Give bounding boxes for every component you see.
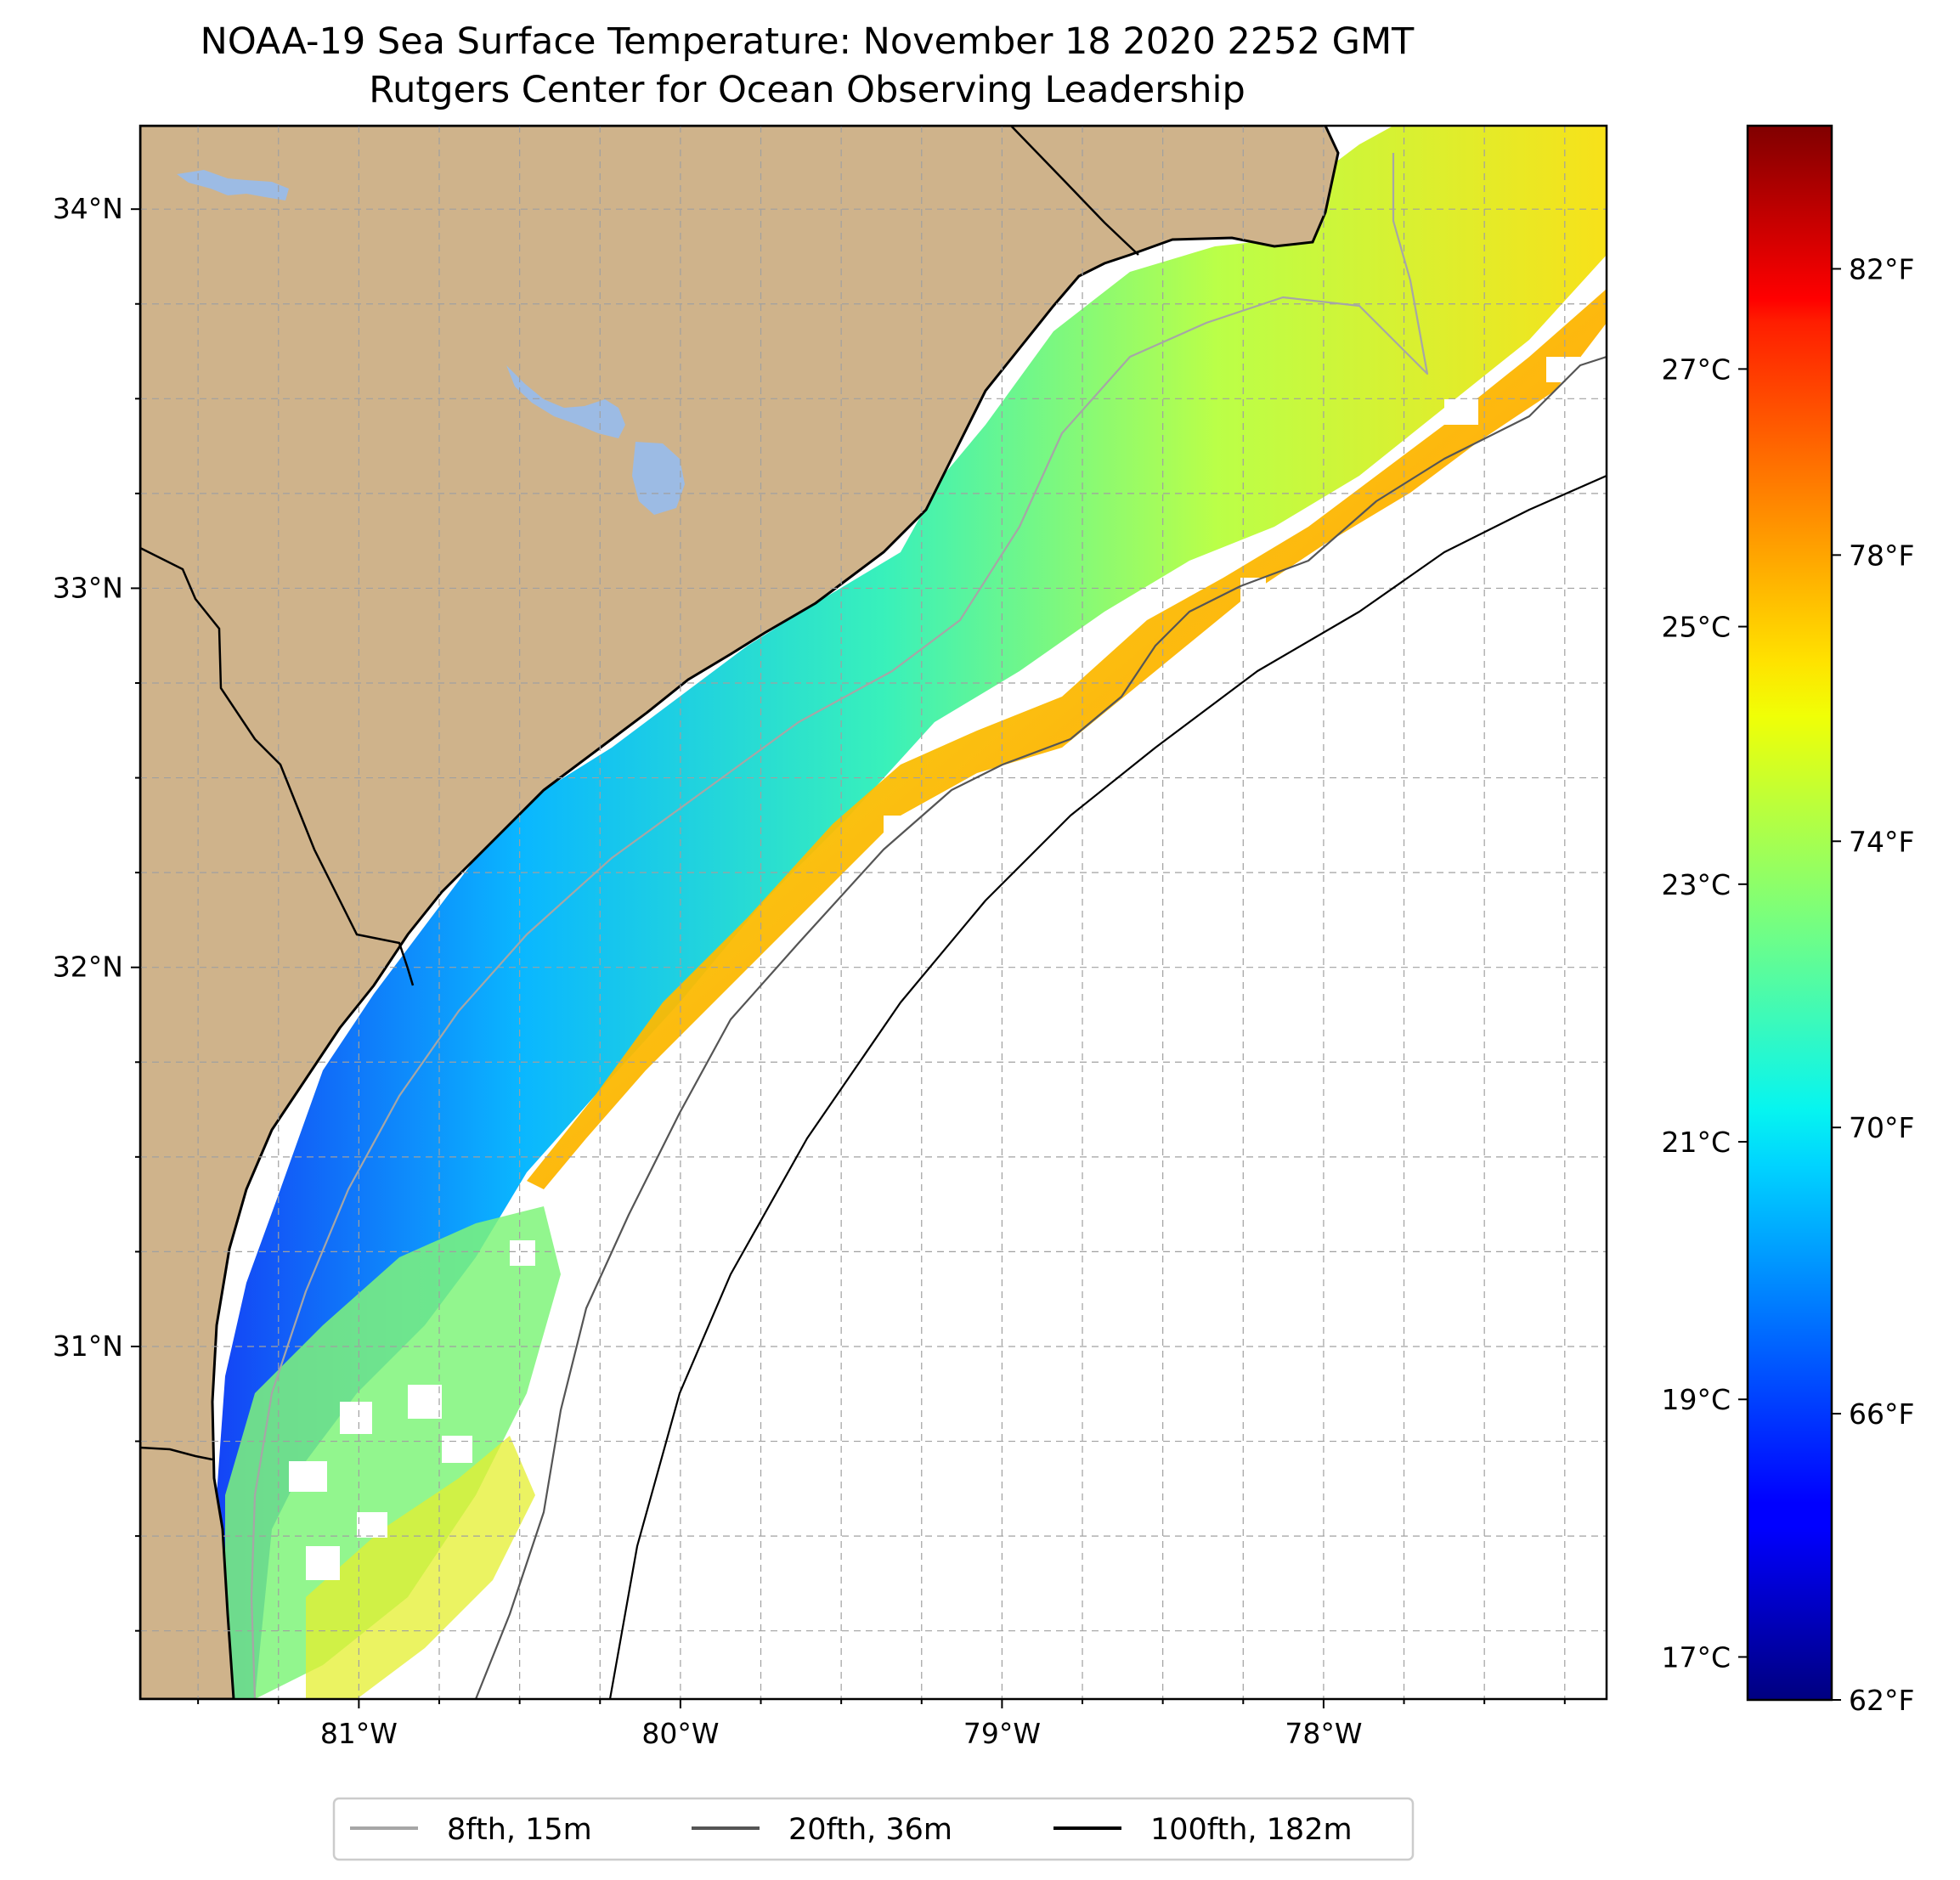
lat-label: 34°N [53,192,123,225]
colorbar-f-label: 66°F [1849,1397,1914,1431]
state-border-fl-ga [140,1446,213,1461]
colorbar-f-label: 74°F [1849,825,1914,858]
map-frame [138,124,1608,1701]
lakes [177,170,685,515]
map-grid [140,126,1607,1699]
colorbar-f-label: 78°F [1849,539,1914,572]
colorbar-c-label: 27°C [1661,353,1731,386]
lon-label: 80°W [641,1717,719,1750]
lon-label: 79°W [963,1717,1041,1750]
isobath-100fth [608,474,1607,1699]
sst-field-south-warm [306,1436,535,1699]
colorbar-f-label: 62°F [1849,1684,1914,1717]
cloud-gaps [289,357,1580,1580]
legend-label-100fth: 100fth, 182m [1150,1813,1353,1847]
longitude-axis: 81°W 80°W 79°W 78°W [197,1699,1566,1750]
colorbar-f-label: 82°F [1849,252,1914,285]
state-border-ga-sc [140,546,415,986]
colorbar-c-label: 21°C [1661,1126,1731,1159]
isobath-20fth [474,355,1607,1699]
colorbar [1746,124,1833,1702]
colorbar-c-label: 19°C [1661,1383,1731,1416]
isobath-8fth [250,153,1429,1699]
colorbar-f-label: 70°F [1849,1111,1914,1144]
lat-label: 31°N [53,1330,123,1363]
legend-label-8fth: 8fth, 15m [447,1813,592,1847]
chart-title: NOAA-19 Sea Surface Temperature: Novembe… [200,20,1415,63]
lon-label: 81°W [320,1717,398,1750]
chart-subtitle: Rutgers Center for Ocean Observing Leade… [369,69,1245,111]
colorbar-c-label: 17°C [1661,1640,1731,1674]
colorbar-c-label: 25°C [1661,611,1731,644]
sst-field-nearshore [217,126,1607,1699]
legend-box [332,1797,1415,1861]
lon-label: 78°W [1285,1717,1362,1750]
sst-field-offshore [527,289,1607,1189]
legend-label-20fth: 20fth, 36m [788,1813,952,1847]
colorbar-celsius-axis: 27°C 25°C 23°C 21°C 19°C 17°C [1661,353,1748,1674]
lat-label: 33°N [53,571,123,604]
latitude-axis: 34°N 33°N 32°N 31°N [53,192,140,1632]
state-border [1010,126,1139,256]
isobath-legend: 8fth, 15m 20fth, 36m 100fth, 182m [332,1797,1415,1861]
colorbar-c-label: 23°C [1661,868,1731,901]
lat-label: 32°N [53,951,123,984]
colorbar-fahrenheit-axis: 82°F 78°F 74°F 70°F 66°F 62°F [1832,252,1914,1717]
